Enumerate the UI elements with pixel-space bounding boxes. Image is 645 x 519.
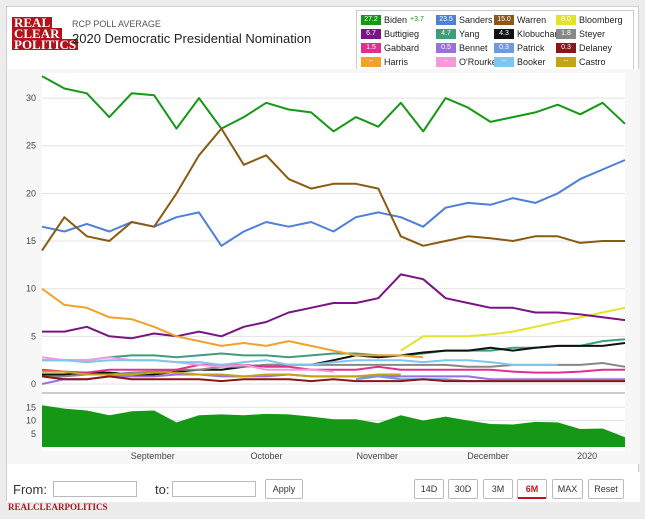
- from-label: From:: [13, 482, 47, 497]
- legend-item-steyer[interactable]: 1.8 Steyer: [556, 28, 605, 39]
- legend-item-warren[interactable]: 15.0 Warren: [494, 14, 546, 25]
- legend-name: Harris: [384, 56, 408, 67]
- x-tick-label: September: [131, 451, 175, 461]
- legend-value: 15.0: [494, 14, 514, 25]
- legend-value: 1.5: [361, 42, 381, 53]
- x-tick-label: November: [356, 451, 398, 461]
- legend-value: 6.7: [361, 28, 381, 39]
- range-button-30d[interactable]: 30D: [448, 479, 478, 499]
- y-tick-label: 15: [26, 236, 36, 246]
- series-line-buttigieg: [42, 273, 626, 340]
- legend-value: 27.2: [361, 14, 381, 25]
- y-tick-label: 5: [31, 331, 36, 341]
- legend-item-harris[interactable]: -- Harris: [361, 56, 408, 67]
- range-button-reset[interactable]: Reset: [588, 479, 624, 499]
- legend-item-biden[interactable]: 27.2 Biden +3.7: [361, 14, 424, 25]
- legend-item-orourke[interactable]: -- O'Rourke: [436, 56, 497, 67]
- footer-brand: REALCLEARPOLITICS: [8, 502, 108, 512]
- legend-item-castro[interactable]: -- Castro: [556, 56, 606, 67]
- legend-name: Yang: [459, 28, 480, 39]
- range-button-max[interactable]: MAX: [552, 479, 583, 499]
- logo-line-2: CLEAR: [12, 26, 62, 41]
- legend-value: 23.5: [436, 14, 456, 25]
- spread-area: [42, 405, 625, 447]
- plot-background: [42, 73, 625, 451]
- legend-name: Patrick: [517, 42, 545, 53]
- legend-value: --: [436, 56, 456, 67]
- legend-name: Castro: [579, 56, 606, 67]
- legend-name: Booker: [517, 56, 546, 67]
- series-line-castro: [42, 370, 401, 378]
- chart-title: 2020 Democratic Presidential Nomination: [72, 31, 312, 46]
- legend-value: 1.8: [556, 28, 576, 39]
- legend-item-bloomberg[interactable]: 8.0 Bloomberg: [556, 14, 623, 25]
- plot-area: 0 5 10 15 20 25 30 5 10 15 September October Novembe…: [7, 69, 640, 464]
- legend-item-sanders[interactable]: 23.5 Sanders: [436, 14, 493, 25]
- legend-item-patrick[interactable]: 0.3 Patrick: [494, 42, 545, 53]
- date-range-controls: From: to: Apply 14D 30D 3M 6M MAX Reset: [7, 472, 640, 502]
- legend-item-buttigieg[interactable]: 6.7 Buttigieg: [361, 28, 419, 39]
- legend-item-delaney[interactable]: 0.3 Delaney: [556, 42, 612, 53]
- to-date-input[interactable]: [172, 481, 256, 497]
- legend-name: O'Rourke: [459, 56, 497, 67]
- logo-line-3: POLITICS: [12, 37, 79, 52]
- legend-value: 0.5: [436, 42, 456, 53]
- y-tick-label: 0: [31, 379, 36, 389]
- legend-item-booker[interactable]: -- Booker: [494, 56, 546, 67]
- line-chart: 0 5 10 15 20 25 30 5 10 15 September October Novembe…: [26, 73, 626, 461]
- series-line-orourke: [41, 356, 334, 373]
- range-button-3m[interactable]: 3M: [483, 479, 513, 499]
- x-tick-label: October: [250, 451, 282, 461]
- series-line-harris: [41, 287, 424, 359]
- legend-name: Steyer: [579, 28, 606, 39]
- legend-item-yang[interactable]: 4.7 Yang: [436, 28, 479, 39]
- from-date-input[interactable]: [53, 481, 137, 497]
- series-line-warren: [41, 127, 625, 252]
- legend-value: 0.3: [494, 42, 514, 53]
- y-tick-label: 25: [26, 141, 36, 151]
- legend-item-bennet[interactable]: 0.5 Bennet: [436, 42, 488, 53]
- legend-value: --: [494, 56, 514, 67]
- to-label: to:: [155, 482, 170, 497]
- apply-button[interactable]: Apply: [265, 479, 303, 499]
- legend-name: Klobuchar: [517, 28, 558, 39]
- series-line-delaney: [41, 375, 625, 383]
- spread-y-tick-label: 15: [26, 402, 36, 412]
- series-line-booker: [42, 359, 558, 366]
- x-tick-label: 2020: [577, 451, 597, 461]
- legend-item-gabbard[interactable]: 1.5 Gabbard: [361, 42, 419, 53]
- y-tick-label: 30: [26, 93, 36, 103]
- legend-change: +3.7: [410, 16, 424, 23]
- legend-item-klobuchar[interactable]: 4.3 Klobuchar: [494, 28, 558, 39]
- chart-widget: REAL CLEAR POLITICS RCP POLL AVERAGE 202…: [6, 6, 640, 502]
- rcp-logo: REAL CLEAR POLITICS: [12, 15, 79, 51]
- series-line-biden: [41, 75, 626, 133]
- legend-name: Buttigieg: [384, 28, 420, 39]
- legend-name: Gabbard: [384, 42, 420, 53]
- y-tick-label: 20: [26, 188, 36, 198]
- spread-y-tick-label: 5: [31, 429, 36, 439]
- legend-value: 8.0: [556, 14, 576, 25]
- legend-value: --: [556, 56, 576, 67]
- chart-subtitle: RCP POLL AVERAGE: [72, 19, 161, 29]
- logo-line-1: REAL: [12, 15, 53, 30]
- legend-name: Biden: [384, 14, 408, 25]
- legend-value: 0.3: [556, 42, 576, 53]
- spread-y-tick-label: 10: [26, 416, 36, 426]
- legend-name: Sanders: [459, 14, 493, 25]
- x-tick-label: December: [467, 451, 509, 461]
- series-line-gabbard: [41, 363, 625, 374]
- range-button-14d[interactable]: 14D: [414, 479, 444, 499]
- legend-name: Warren: [517, 14, 547, 25]
- y-tick-label: 10: [26, 284, 36, 294]
- legend-name: Delaney: [579, 42, 613, 53]
- legend-value: 4.3: [494, 28, 514, 39]
- legend-name: Bennet: [459, 42, 488, 53]
- legend-value: --: [361, 56, 381, 67]
- legend-name: Bloomberg: [579, 14, 623, 25]
- range-button-6m[interactable]: 6M: [517, 479, 547, 499]
- legend: 27.2 Biden +3.7 23.5 Sanders 15.0 Warren 8.0 Blo…: [356, 10, 634, 70]
- legend-value: 4.7: [436, 28, 456, 39]
